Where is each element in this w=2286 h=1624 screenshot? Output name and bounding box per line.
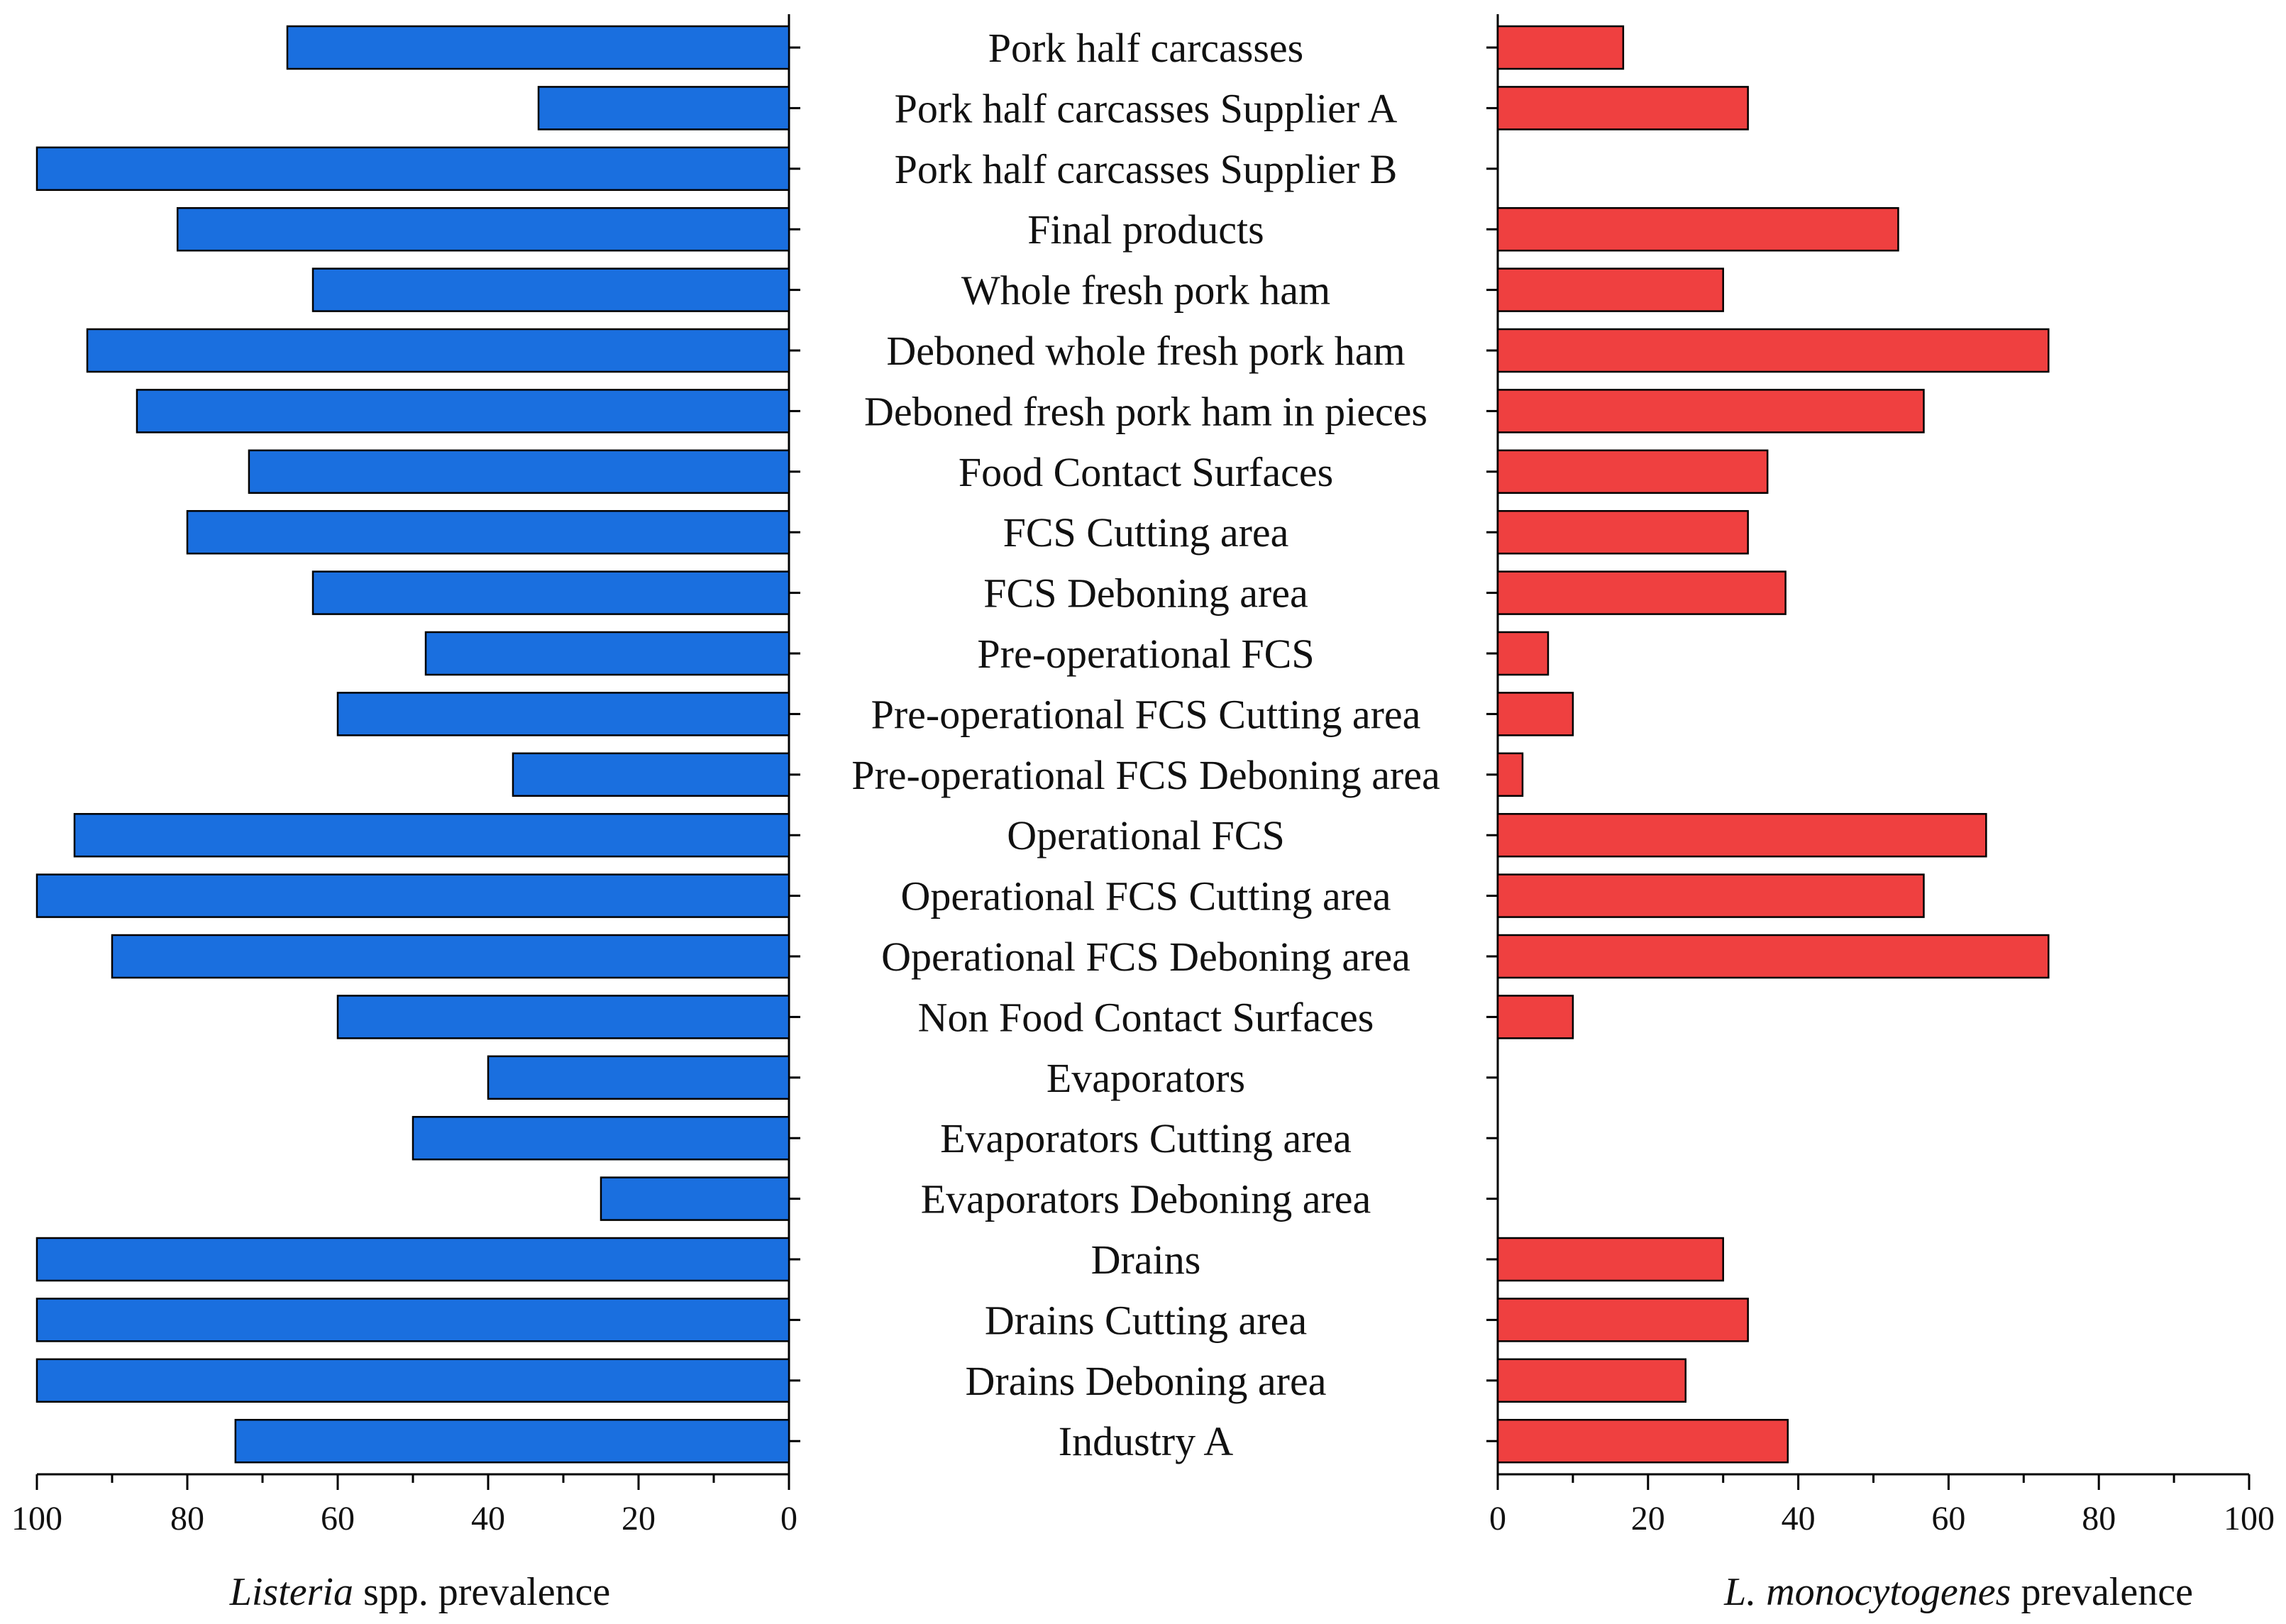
listeria-bar <box>136 389 790 433</box>
category-label: Pork half carcasses Supplier B <box>895 146 1398 192</box>
monocytogenes-x-tick-label: 20 <box>1631 1500 1665 1537</box>
monocytogenes-bar <box>1496 873 1925 918</box>
listeria-bar <box>35 873 790 918</box>
category-label: FCS Cutting area <box>1003 509 1289 556</box>
category-label: Operational FCS <box>1007 812 1284 858</box>
listeria-bar <box>336 692 790 736</box>
listeria-bar <box>73 812 790 858</box>
monocytogenes-panel: 0 20 40 60 80 100 L. monocytogenes prevalence <box>1486 14 2275 1614</box>
listeria-bar <box>111 934 790 979</box>
category-label: Pork half carcasses <box>988 25 1304 71</box>
listeria-bar <box>336 995 790 1039</box>
listeria-bar <box>487 1055 790 1100</box>
monocytogenes-bar <box>1496 389 1925 433</box>
category-label: Pre-operational FCS Deboning area <box>851 752 1440 798</box>
monocytogenes-bar <box>1496 206 1899 252</box>
listeria-bar <box>186 509 790 555</box>
listeria-bar <box>176 206 790 252</box>
monocytogenes-bar <box>1496 570 1787 615</box>
category-label: FCS Deboning area <box>983 570 1308 617</box>
listeria-x-tick-label: 60 <box>321 1500 355 1537</box>
listeria-bar <box>311 570 790 615</box>
category-label: Drains Deboning area <box>966 1358 1327 1404</box>
category-label: Deboned whole fresh pork ham <box>886 328 1405 374</box>
monocytogenes-x-tick-label: 40 <box>1782 1500 1816 1537</box>
monocytogenes-bar <box>1496 86 1749 131</box>
monocytogenes-bar <box>1496 692 1574 736</box>
listeria-x-tick-label: 40 <box>471 1500 505 1537</box>
monocytogenes-bar <box>1496 1358 1686 1403</box>
monocytogenes-x-axis-title: L. monocytogenes prevalence <box>1723 1570 2193 1614</box>
listeria-x-axis-title-italic-part: Listeria <box>229 1570 353 1614</box>
listeria-bar <box>86 328 790 373</box>
category-label: Whole fresh pork ham <box>961 267 1330 314</box>
category-label: Evaporators Deboning area <box>921 1176 1371 1222</box>
monocytogenes-bar <box>1496 812 1987 858</box>
category-label: Drains <box>1091 1237 1201 1283</box>
listeria-x-tick-label: 0 <box>780 1500 797 1537</box>
listeria-bar <box>412 1115 790 1161</box>
monocytogenes-x-tick-label: 0 <box>1489 1500 1506 1537</box>
listeria-bar <box>311 267 790 312</box>
listeria-bar <box>512 752 790 797</box>
monocytogenes-bar <box>1496 267 1724 312</box>
monocytogenes-x-axis-title-italic-part: L. monocytogenes <box>1723 1570 2011 1614</box>
monocytogenes-bar <box>1496 328 2050 373</box>
listeria-bar <box>286 25 790 70</box>
monocytogenes-bar <box>1496 1298 1749 1342</box>
category-label: Operational FCS Cutting area <box>900 873 1391 919</box>
listeria-bar <box>35 1358 790 1403</box>
category-label: Pre-operational FCS <box>977 631 1314 677</box>
monocytogenes-x-axis-title-rest-part: prevalence <box>2011 1570 2192 1614</box>
category-label: Deboned fresh pork ham in pieces <box>864 388 1428 434</box>
monocytogenes-bar <box>1496 995 1574 1039</box>
listeria-bar <box>537 86 790 131</box>
category-label: Evaporators <box>1047 1055 1245 1101</box>
category-label: Final products <box>1027 206 1264 253</box>
category-label: Food Contact Surfaces <box>959 449 1333 495</box>
listeria-panel: 100 80 60 40 20 0 Listeria spp. prevalence <box>11 14 800 1614</box>
listeria-x-axis-title-rest-part: spp. prevalence <box>353 1570 610 1614</box>
listeria-bar <box>35 146 790 192</box>
monocytogenes-x-tick-label: 80 <box>2082 1500 2116 1537</box>
listeria-x-tick-label: 80 <box>170 1500 204 1537</box>
listeria-bar <box>35 1237 790 1282</box>
listeria-bar <box>248 449 790 495</box>
monocytogenes-x-tick-label: 100 <box>2224 1500 2275 1537</box>
monocytogenes-bar <box>1496 509 1749 555</box>
listeria-bar <box>600 1176 790 1221</box>
category-label: Drains Cutting area <box>985 1297 1307 1343</box>
monocytogenes-x-tick-label: 60 <box>1931 1500 1965 1537</box>
category-label: Operational FCS Deboning area <box>881 934 1410 980</box>
category-label: Non Food Contact Surfaces <box>918 994 1374 1040</box>
listeria-x-tick-label: 100 <box>11 1500 62 1537</box>
category-label: Pork half carcasses Supplier A <box>895 85 1398 131</box>
monocytogenes-bar <box>1496 752 1524 797</box>
listeria-x-axis-title: Listeria spp. prevalence <box>229 1570 611 1614</box>
category-label: Pre-operational FCS Cutting area <box>871 691 1421 737</box>
listeria-bar <box>234 1418 790 1464</box>
category-label: Evaporators Cutting area <box>940 1115 1352 1161</box>
monocytogenes-bar <box>1496 449 1769 495</box>
monocytogenes-bar <box>1496 631 1550 676</box>
monocytogenes-bar <box>1496 1418 1789 1464</box>
listeria-bar <box>424 631 790 676</box>
listeria-bar <box>35 1298 790 1342</box>
listeria-x-tick-label: 20 <box>622 1500 656 1537</box>
monocytogenes-bar <box>1496 1237 1724 1282</box>
monocytogenes-bar <box>1496 25 1625 70</box>
monocytogenes-bar <box>1496 934 2050 979</box>
category-labels: Pork half carcasses Pork half carcasses S… <box>851 25 1440 1464</box>
category-label: Industry A <box>1059 1418 1234 1464</box>
